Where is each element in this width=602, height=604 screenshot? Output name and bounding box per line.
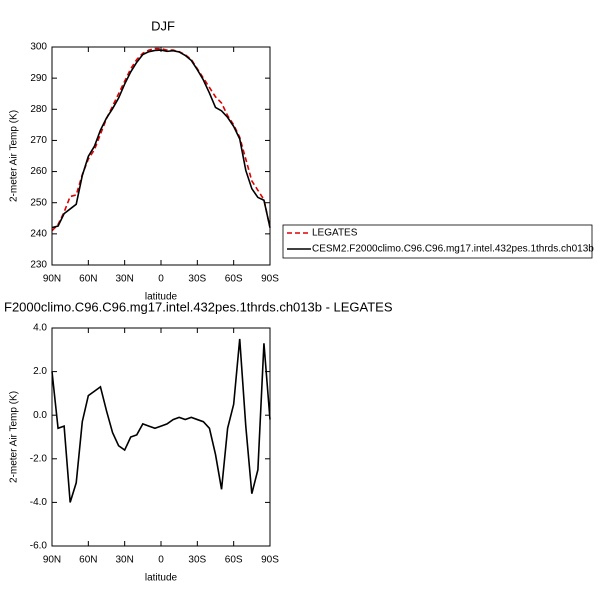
y-tick-label: 4.0: [33, 323, 47, 334]
x-tick-label: 30S: [188, 555, 206, 566]
y-tick-label: -4.0: [30, 497, 48, 508]
chart-title: DJF: [151, 18, 175, 33]
x-tick-label: 30N: [115, 274, 133, 285]
y-axis-label: 2-meter Air Temp (K): [9, 391, 20, 483]
y-tick-label: 270: [30, 135, 47, 146]
x-tick-label: 30S: [188, 274, 206, 285]
x-tick-label: 60S: [225, 555, 243, 566]
x-tick-label: 0: [158, 555, 164, 566]
legend-box: [282, 224, 593, 259]
y-tick-label: 2.0: [33, 366, 47, 377]
x-tick-label: 60N: [79, 274, 97, 285]
y-tick-label: 240: [30, 228, 47, 239]
y-tick-label: 0.0: [33, 410, 47, 421]
x-tick-label: 90S: [261, 555, 279, 566]
plot-frame: [51, 46, 271, 266]
x-tick-label: 60N: [79, 555, 97, 566]
x-tick-label: 90N: [43, 274, 61, 285]
x-tick-label: 30N: [115, 555, 133, 566]
legend-label: CESM2.F2000climo.C96.C96.mg17.intel.432p…: [312, 244, 594, 255]
data-line: [51, 338, 271, 503]
data-line: [51, 47, 271, 232]
data-line: [51, 49, 271, 229]
y-axis-label: 2-meter Air Temp (K): [9, 110, 20, 202]
chart-title: F2000climo.C96.C96.mg17.intel.432pes.1th…: [4, 299, 393, 314]
y-tick-label: -6.0: [30, 541, 48, 552]
y-tick-label: -2.0: [30, 453, 48, 464]
y-tick-label: 260: [30, 166, 47, 177]
x-tick-label: 0: [158, 274, 164, 285]
x-tick-label: 90N: [43, 555, 61, 566]
y-tick-label: 290: [30, 73, 47, 84]
y-tick-label: 250: [30, 197, 47, 208]
x-axis-label: latitude: [145, 573, 178, 584]
x-tick-label: 90S: [261, 274, 279, 285]
x-axis-label: latitude: [145, 292, 178, 303]
y-tick-label: 280: [30, 104, 47, 115]
legend-label: LEGATES: [312, 228, 358, 239]
y-tick-label: 300: [30, 42, 47, 53]
y-tick-label: 230: [30, 260, 47, 271]
plot-frame: [51, 327, 271, 547]
x-tick-label: 60S: [225, 274, 243, 285]
